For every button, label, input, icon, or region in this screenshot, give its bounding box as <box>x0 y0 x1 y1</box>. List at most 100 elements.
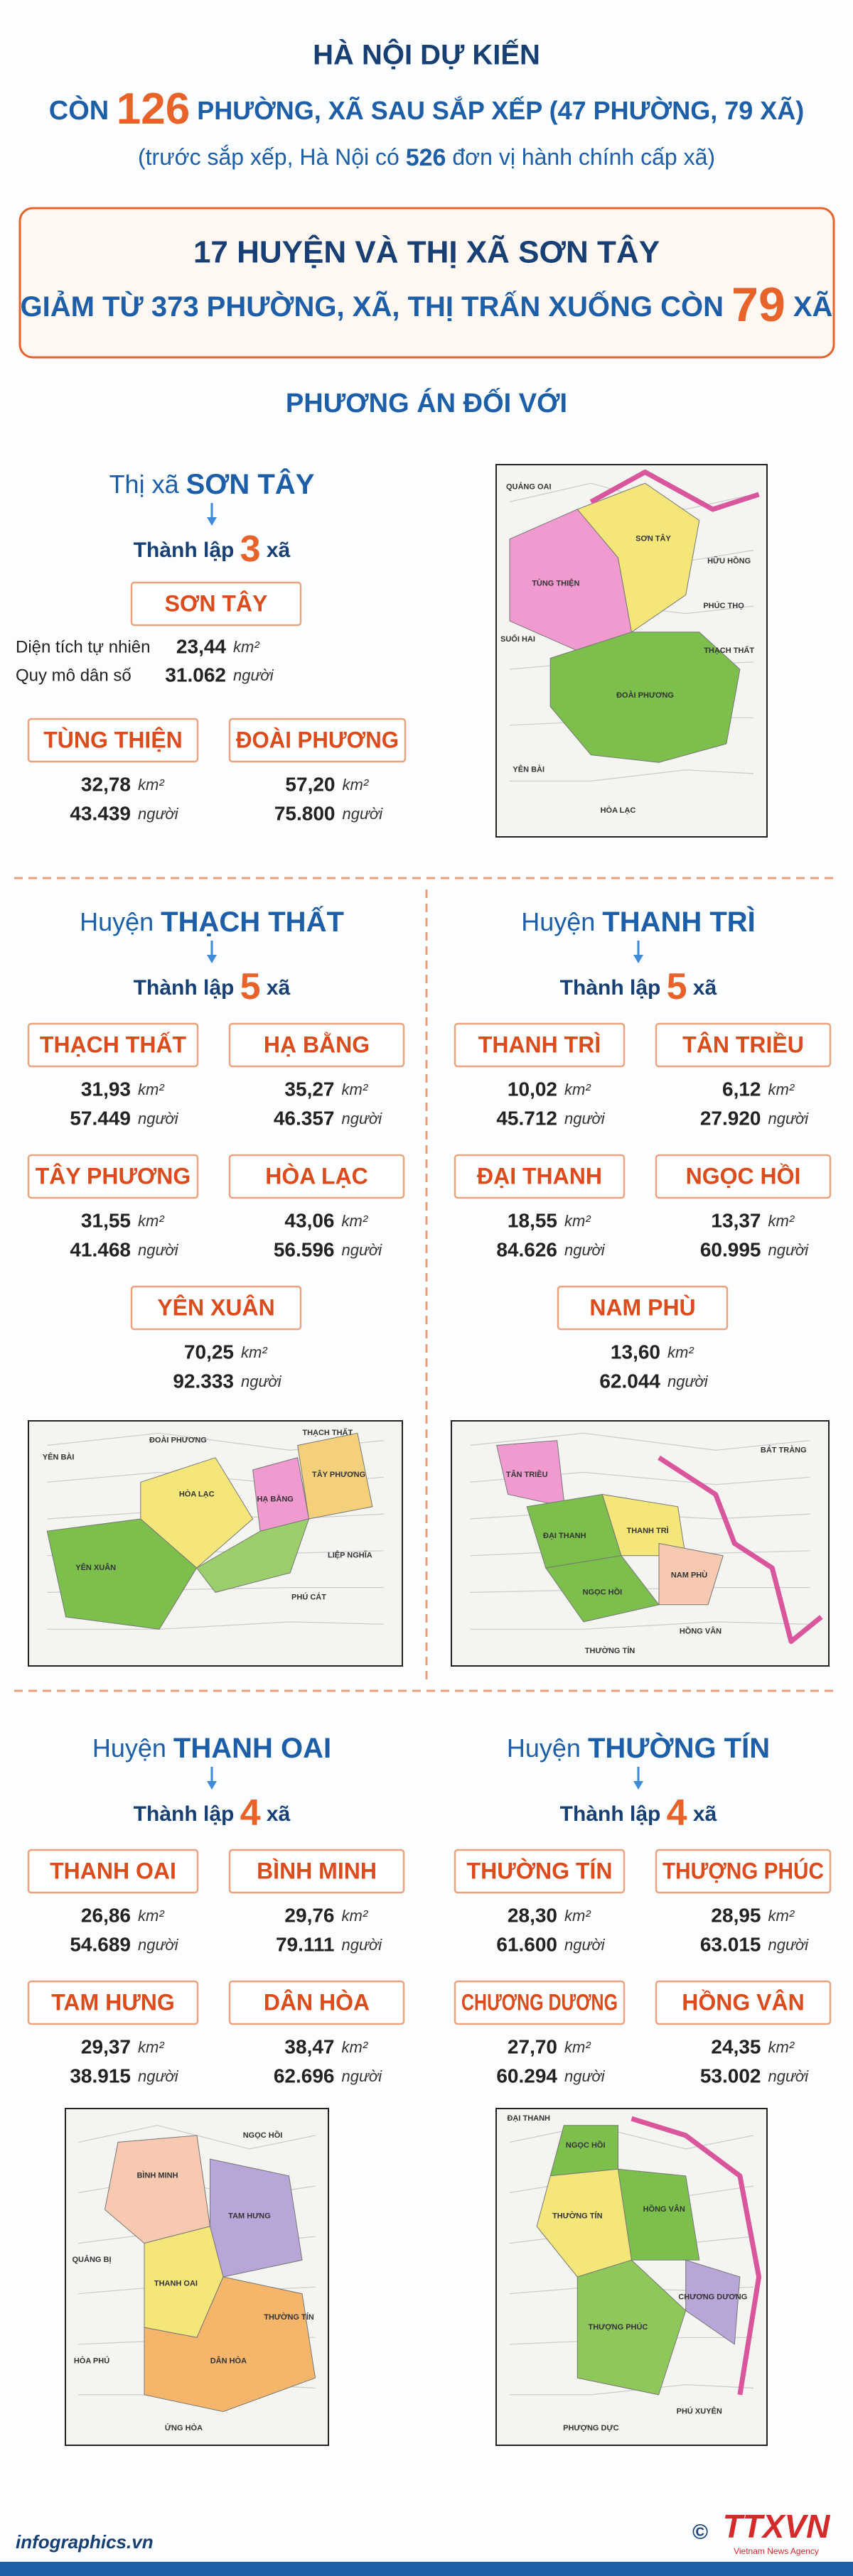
map-label: THƯỜNG TÍN <box>264 2312 314 2322</box>
text-part: 79 <box>731 278 785 332</box>
commune-name: THƯỜNG TÍN <box>467 1858 613 1883</box>
commune-box <box>27 718 199 763</box>
commune-area: 31,93 <box>81 1078 131 1100</box>
commune-area: 13,60 <box>611 1341 660 1363</box>
commune-area: 57,20 <box>285 773 335 795</box>
text-part: 3 <box>240 529 261 570</box>
commune-population: 41.468 <box>70 1238 131 1260</box>
map-label: TÂN TRIỀU <box>506 1470 548 1479</box>
commune-population: 45.712 <box>496 1107 557 1129</box>
unit: km² <box>138 2038 164 2056</box>
map-label: HỒNG VÂN <box>680 1627 721 1636</box>
commune-population: 46.357 <box>274 1107 335 1129</box>
unit: người <box>342 1110 383 1127</box>
commune-name: HÒA LẠC <box>265 1163 368 1189</box>
established: Thành lập 5 xã <box>560 966 717 1007</box>
text-part: THANH TRÌ <box>602 906 756 938</box>
map-boundary <box>470 1621 810 1630</box>
footer-bar <box>0 2562 853 2576</box>
commune-area: 38,47 <box>284 2035 334 2057</box>
unit: km² <box>241 1343 267 1361</box>
unit: km² <box>138 1907 164 1925</box>
map-label: HÒA PHÚ <box>74 2356 109 2365</box>
district-heading: Huyện THANH TRÌ <box>521 906 756 938</box>
commune-name: ĐẠI THANH <box>477 1163 602 1189</box>
commune-name: TÂN TRIỀU <box>682 1032 804 1057</box>
commune-name: HỒNG VÂN <box>682 1989 804 2015</box>
district-heading: Huyện THƯỜNG TÍN <box>507 1731 770 1764</box>
arrow-head <box>207 1781 217 1790</box>
map-label: HỮU HỒNG <box>707 556 751 565</box>
map-region <box>195 1518 310 1593</box>
map-label: THANH TRÌ <box>626 1526 668 1535</box>
text-part: CÒN <box>49 94 117 126</box>
commune-area: 31,55 <box>81 1209 131 1231</box>
map-boundary <box>510 769 754 782</box>
map-boundary <box>78 2125 316 2150</box>
subtitle: (trước sắp xếp, Hà Nội có 526 đơn vị hàn… <box>138 144 715 171</box>
commune-area: 28,30 <box>508 1904 557 1926</box>
map-boundary <box>470 1432 810 1451</box>
commune-name: CHƯƠNG DƯƠNG <box>461 1989 618 2015</box>
commune-name: SƠN TÂY <box>165 590 268 616</box>
map-label: THẠCH THẤT <box>302 1428 353 1437</box>
commune-box <box>228 1154 405 1199</box>
map-label: ỨNG HÒA <box>165 2423 203 2432</box>
agency-logo: TTXVN <box>723 2508 831 2545</box>
map-label: PHÚ CÁT <box>291 1592 326 1601</box>
text-part: 5 <box>240 966 261 1007</box>
text-part: 5 <box>667 966 687 1007</box>
unit: người <box>342 2067 383 2085</box>
commune-box <box>557 1285 729 1331</box>
map-boundary <box>47 1621 384 1630</box>
unit: người <box>564 2067 606 2085</box>
unit: km² <box>768 1212 795 1230</box>
map-label: YÊN XUÂN <box>75 1563 116 1572</box>
commune-population: 43.439 <box>70 802 131 824</box>
commune-box <box>454 1154 626 1199</box>
map-label: THANH OAI <box>154 2279 198 2288</box>
commune-area: 32,78 <box>81 773 131 795</box>
section-heading: PHƯƠNG ÁN ĐỐI VỚI <box>286 386 567 418</box>
commune-box <box>27 1980 199 2025</box>
map-label: TÙNG THIỆN <box>532 579 579 588</box>
commune-name: TÂY PHƯƠNG <box>36 1163 191 1189</box>
map-region <box>658 1542 724 1606</box>
map-river <box>631 2116 762 2396</box>
summary-box <box>18 207 835 359</box>
label: Diện tích tự nhiên <box>16 637 151 656</box>
commune-population: 92.333 <box>173 1370 234 1392</box>
commune-area: 18,55 <box>508 1209 557 1231</box>
map-label: QUẢNG BỊ <box>73 2255 112 2264</box>
map-label: NGỌC HỒI <box>583 1587 623 1596</box>
unit: km² <box>343 776 369 794</box>
unit: người <box>343 805 384 823</box>
unit: km² <box>564 1212 591 1230</box>
commune-area: 43,06 <box>284 1209 334 1231</box>
commune-box <box>454 1022 626 1068</box>
commune-population: 38.915 <box>70 2064 131 2087</box>
commune-population: 27.920 <box>700 1107 761 1129</box>
text-part: PHƯỜNG, XÃ SAU SẮP XẾP (47 PHƯỜNG, 79 XÃ… <box>190 95 804 125</box>
map-region <box>297 1432 373 1520</box>
map-label: SƠN TÂY <box>635 534 671 543</box>
commune-population: 60.995 <box>700 1238 761 1260</box>
commune-name: YÊN XUÂN <box>157 1294 274 1320</box>
unit: người <box>342 1936 383 1954</box>
unit: km² <box>667 1343 694 1361</box>
commune-name: TÙNG THIỆN <box>43 727 183 752</box>
text-part: xã <box>261 1802 291 1826</box>
commune-population: 56.596 <box>274 1238 335 1260</box>
unit: người <box>768 1936 810 1954</box>
unit: km² <box>138 776 164 794</box>
commune-area: 29,76 <box>284 1904 334 1926</box>
unit: km² <box>233 638 259 656</box>
unit: người <box>138 1241 179 1259</box>
unit: người <box>138 2067 179 2085</box>
commune-box <box>655 1849 832 1894</box>
unit: người <box>342 1241 383 1259</box>
map-label: NGỌC HỒI <box>243 2131 283 2140</box>
text-part: 4 <box>667 1792 687 1834</box>
